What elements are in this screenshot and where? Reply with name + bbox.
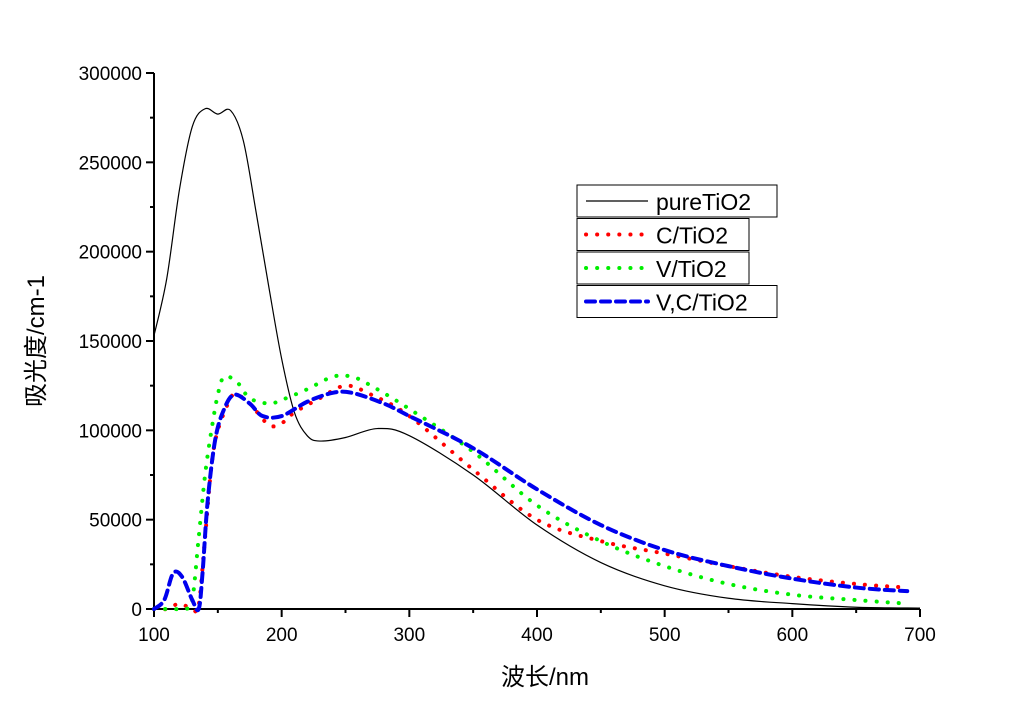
legend-box (576, 218, 750, 251)
x-tick-label: 700 (904, 625, 936, 646)
y-tick-label: 100000 (79, 421, 142, 442)
y-tick-label: 150000 (79, 332, 142, 353)
x-tick-label: 600 (776, 625, 808, 646)
legend-label: V/TiO2 (656, 256, 727, 282)
x-tick-label: 300 (393, 625, 425, 646)
y-axis-label: 吸光度/cm-1 (23, 275, 50, 407)
legend-label: C/TiO2 (656, 223, 728, 249)
y-tick-label: 200000 (79, 243, 142, 264)
legend-label: pureTiO2 (656, 189, 751, 215)
x-tick-label: 500 (649, 625, 681, 646)
legend-label: V,C/TiO2 (656, 290, 748, 316)
y-tick-label: 50000 (89, 511, 142, 532)
series-line-v-c-tio2 (152, 389, 910, 613)
x-tick-label: 400 (521, 625, 553, 646)
x-tick-label: 100 (138, 625, 170, 646)
legend: pureTiO2 C/TiO2 V/TiO2 V,C/TiO2 (576, 184, 778, 318)
y-tick-label: 0 (131, 600, 142, 621)
y-tick-label: 250000 (79, 153, 142, 174)
x-axis-label: 波长/nm (501, 664, 589, 691)
series-group (152, 107, 921, 614)
series-line-v-tio2 (152, 373, 910, 612)
x-tick-label: 200 (266, 625, 298, 646)
series-line-puretio2 (153, 107, 921, 609)
axes: 100 200 300 400 500 600 700 0 50000 100000 150000 2… (79, 64, 936, 646)
y-tick-label: 300000 (79, 64, 142, 85)
legend-box (576, 251, 750, 285)
